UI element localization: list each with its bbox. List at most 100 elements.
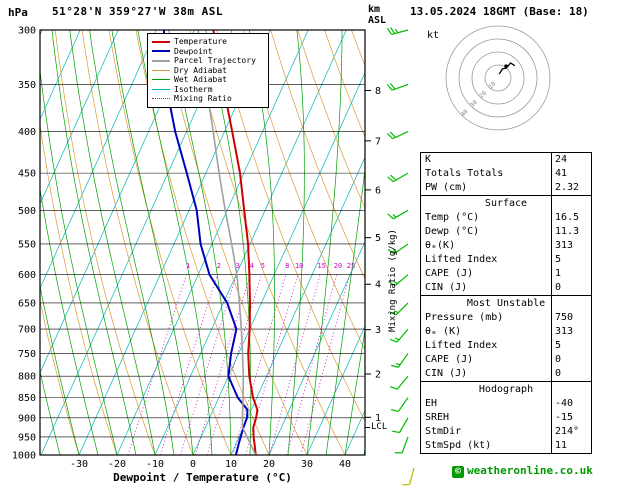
km-tick-label: 4 (375, 280, 381, 291)
row-label: θₑ(K) (425, 240, 456, 251)
row-label: CIN (J) (425, 368, 468, 379)
table-row: K 24 (421, 153, 591, 167)
temperature-tick-label: -20 (108, 459, 126, 470)
row-label: StmDir (425, 426, 462, 437)
barb-staff (391, 83, 409, 91)
legend-item: Temperature (152, 37, 264, 47)
wind-barbs (386, 27, 415, 486)
pressure-tick-label: 800 (18, 372, 36, 383)
wind-barb (387, 243, 409, 255)
wind-barb (387, 131, 409, 140)
legend-item: Dry Adiabat (152, 66, 264, 76)
barb-staff (397, 397, 409, 412)
dry-adiabat-line (297, 30, 365, 209)
mixing-ratio-label: 4 (250, 262, 254, 270)
mixing-ratio-label: 3 (236, 262, 240, 270)
wind-barb (402, 467, 415, 486)
row-value: 214° (555, 426, 580, 437)
row-value: 0 (555, 282, 562, 293)
row-label: θₑ (K) (425, 326, 462, 337)
mixing-ratio-label: 2 (217, 262, 221, 270)
legend-label: Dry Adiabat (174, 65, 227, 75)
legend-swatch (152, 50, 170, 53)
barb-feather (388, 281, 396, 287)
row-label: Lifted Index (425, 340, 498, 351)
row-value: 11 (555, 440, 568, 451)
temperature-tick-label: -10 (146, 459, 164, 470)
wind-barb (390, 397, 409, 413)
row-label: CAPE (J) (425, 268, 474, 279)
table-row: Temp (°C) 16.5 (421, 211, 591, 225)
row-label: Pressure (mb) (425, 312, 504, 323)
barb-feather (387, 176, 394, 183)
temperature-tick-label: 40 (339, 459, 351, 470)
km-tick-label: 1 (375, 413, 381, 424)
barb-half-feather (394, 28, 399, 34)
table-row: θₑ (K) 313 (421, 325, 591, 339)
mixing-ratio-line (269, 274, 321, 455)
barb-staff (392, 131, 409, 140)
datetime-label: 13.05.2024 18GMT (Base: 18) (410, 5, 589, 18)
row-label: EH (425, 398, 438, 409)
barb-feather (392, 430, 400, 434)
wind-barb (392, 417, 409, 434)
row-value: 24 (555, 154, 568, 165)
row-value: 41 (555, 168, 568, 179)
wet-adiabat-line (325, 167, 365, 455)
temperature-tick-label: 10 (225, 459, 237, 470)
pressure-tick-label: 900 (18, 413, 36, 424)
isotherm-line (306, 325, 365, 455)
table-row: θₑ(K) 313 (421, 239, 591, 253)
row-value: 11.3 (555, 226, 580, 237)
table-section-hodograph: Hodograph EH -40 SREH -15 StmDir 214° StmSpd (k… (421, 381, 591, 453)
legend-item: Isotherm (152, 85, 264, 95)
chart-legend: Temperature Dewpoint Parcel Trajectory Dry … (147, 33, 269, 108)
legend-swatch (152, 88, 170, 90)
station-title: 51°28'N 359°27'W 38m ASL (52, 5, 223, 18)
section-header: Surface (421, 196, 591, 211)
mixing-ratio-axis-label: Mixing Ratio (g/kg) (388, 229, 398, 332)
barb-half-feather (393, 280, 398, 285)
temperature-tick-label: 0 (190, 459, 196, 470)
table-section-most-unstable: Most Unstable Pressure (mb) 750 θₑ (K) 313 Li… (421, 295, 591, 381)
barb-staff (392, 172, 409, 183)
legend-swatch (152, 69, 170, 71)
isotherm-line (0, 30, 4, 455)
row-value: -40 (555, 398, 574, 409)
hodograph-ring-label: 10 (487, 80, 497, 90)
barb-staff (396, 328, 409, 343)
legend-swatch (152, 59, 170, 62)
table-row: Lifted Index 5 (421, 339, 591, 353)
legend-label: Dewpoint (174, 46, 213, 56)
barb-staff (398, 417, 409, 433)
km-tick-label: 5 (375, 233, 381, 244)
barb-feather (389, 386, 398, 390)
mixing-ratio-line (160, 274, 218, 455)
km-tick-label: 2 (375, 370, 381, 381)
mixing-ratio-label: 25 (347, 262, 355, 270)
km-tick-label: 6 (375, 185, 381, 196)
barb-half-feather (394, 337, 400, 341)
hodograph-ring (445, 25, 551, 131)
row-label: CAPE (J) (425, 354, 474, 365)
barb-staff (392, 209, 409, 220)
row-value: 1 (555, 268, 562, 279)
plot-area (0, 30, 365, 455)
table-row: StmDir 214° (421, 425, 591, 439)
legend-item: Parcel Trajectory (152, 56, 264, 66)
isotherm-line (154, 30, 347, 455)
legend-label: Isotherm (174, 84, 213, 94)
wind-barb (388, 274, 409, 287)
wind-barb (387, 172, 409, 183)
table-row: CIN (J) 0 (421, 281, 591, 295)
table-row: Dewp (°C) 11.3 (421, 225, 591, 239)
barb-half-feather (392, 214, 397, 218)
row-value: 5 (555, 254, 562, 265)
row-label: Temp (°C) (425, 212, 480, 223)
barb-feather (387, 213, 394, 220)
wind-barb (389, 302, 409, 316)
barb-feather (386, 84, 393, 91)
wind-barb (386, 27, 409, 35)
hodograph-ring (458, 38, 538, 118)
